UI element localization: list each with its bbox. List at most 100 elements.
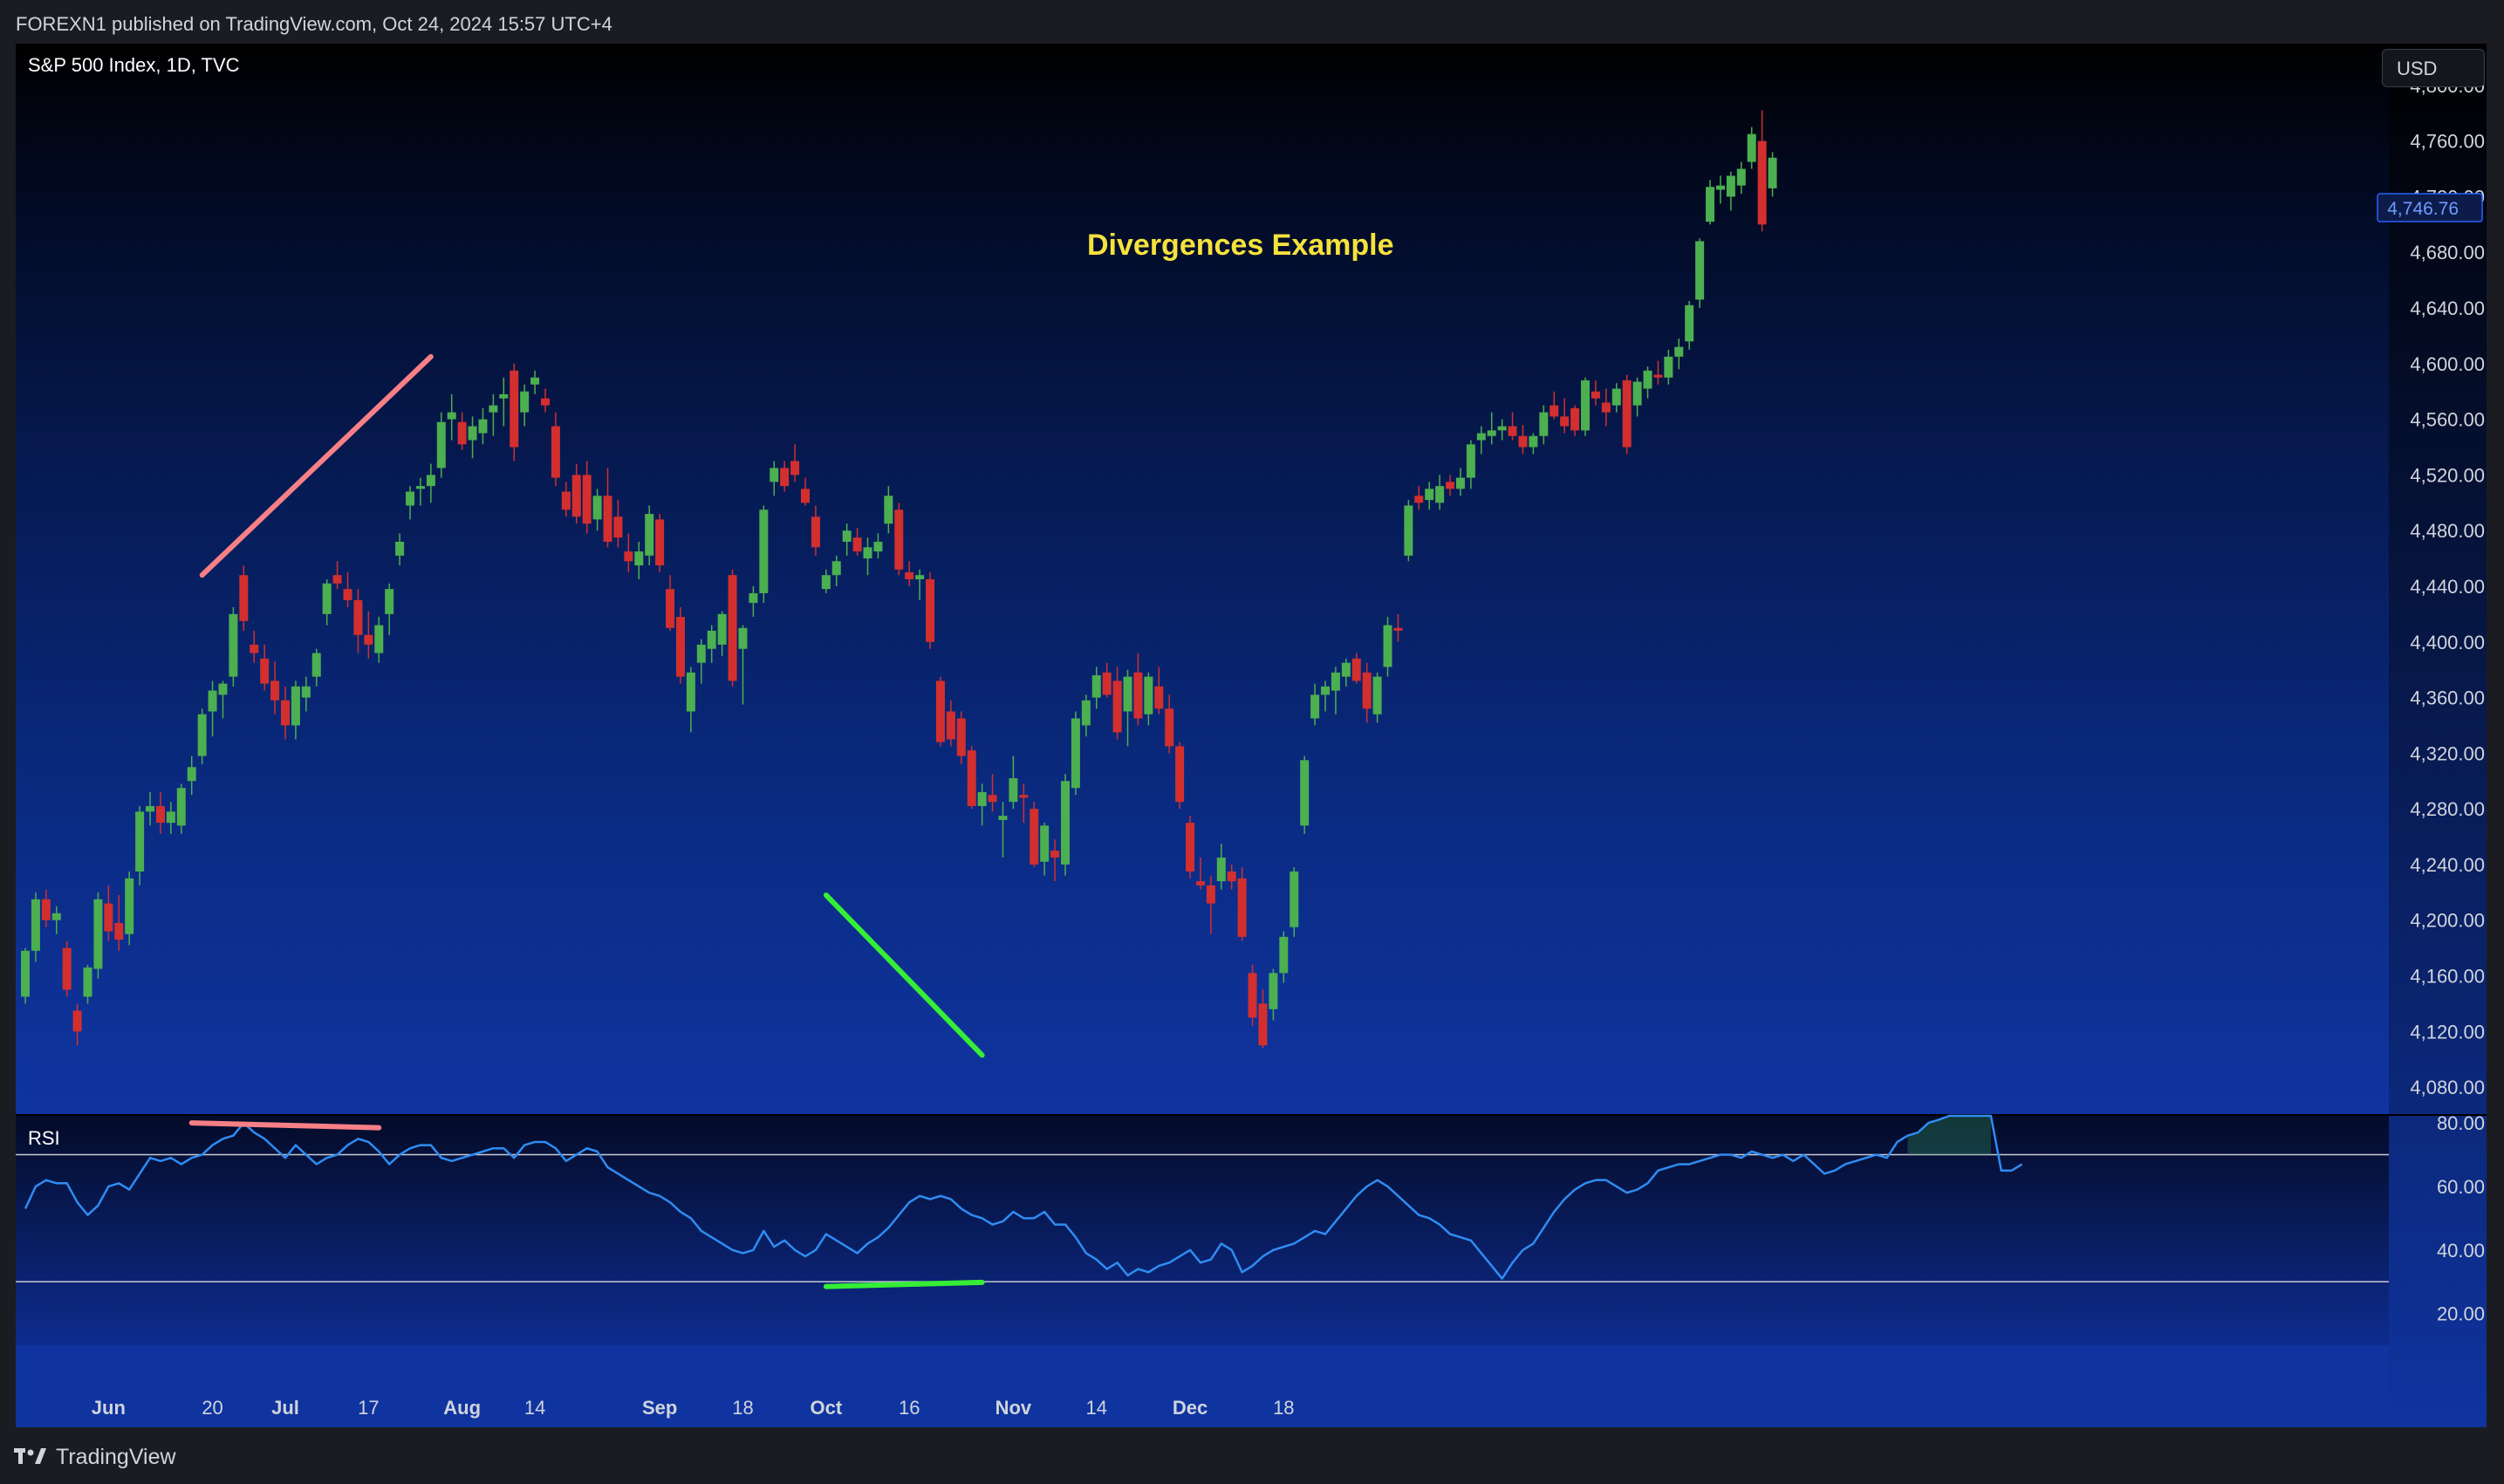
candle-body <box>1362 672 1372 709</box>
candle <box>1674 339 1684 370</box>
candle-body <box>218 683 228 695</box>
candle <box>62 940 72 997</box>
candle <box>114 895 124 951</box>
candle <box>250 631 259 663</box>
candle-body <box>1112 680 1122 733</box>
candle <box>1154 667 1164 715</box>
bearish-divergence-rsi-line <box>188 1120 382 1131</box>
candle <box>884 486 893 534</box>
candle <box>811 505 820 556</box>
candle <box>977 783 987 826</box>
candle <box>187 756 196 796</box>
candle <box>551 412 560 487</box>
candle <box>915 569 925 600</box>
candle-body <box>1768 157 1777 188</box>
candle <box>499 377 509 427</box>
candle <box>1747 127 1756 169</box>
candle <box>1061 774 1070 876</box>
candle-body <box>801 489 810 503</box>
candle <box>1726 171 1735 211</box>
candle <box>436 412 446 478</box>
candle-body <box>436 421 446 468</box>
candle <box>592 489 602 531</box>
candle <box>1091 667 1101 709</box>
candle-body <box>1331 672 1340 691</box>
candle-body <box>311 653 321 677</box>
candle-body <box>935 680 945 742</box>
candle-body <box>62 947 72 990</box>
candle-body <box>353 599 363 635</box>
candle-body <box>155 805 165 824</box>
chart-title: Divergences Example <box>1087 229 1394 262</box>
candle <box>457 412 467 450</box>
candle-body <box>208 690 217 712</box>
candle <box>415 477 425 506</box>
candle-body <box>146 805 155 812</box>
symbol-label[interactable]: S&P 500 Index, 1D, TVC <box>28 54 240 76</box>
candle <box>561 482 571 517</box>
candle-body <box>1310 694 1320 719</box>
price-tick-label: 4,280.00 <box>2410 798 2485 820</box>
candle-body <box>197 714 207 756</box>
tradingview-footer[interactable]: TradingView <box>14 1441 176 1473</box>
candle-body <box>281 700 290 726</box>
candle-body <box>291 686 300 726</box>
currency-button[interactable]: USD <box>2382 49 2485 87</box>
candle-body <box>343 589 352 600</box>
time-tick-label: Nov <box>995 1397 1032 1419</box>
rsi-tick-label: 40.00 <box>2437 1240 2485 1262</box>
candle-body <box>1321 686 1330 695</box>
candle <box>717 611 727 656</box>
candle <box>707 625 716 663</box>
candle-body <box>1622 380 1632 448</box>
candle-body <box>1747 133 1756 162</box>
candle-body <box>1372 676 1382 715</box>
candle-body <box>1466 444 1475 478</box>
candle <box>1040 823 1050 876</box>
candle-body <box>93 899 103 969</box>
candle <box>780 461 790 492</box>
price-tick-label: 4,360.00 <box>2410 687 2485 709</box>
candle-body <box>41 899 51 920</box>
chart-area[interactable]: 4,080.00 4,120.00 4,160.00 4,200.00 4,240.00… <box>16 44 2487 1427</box>
rsi-tick-label: 60.00 <box>2437 1176 2485 1198</box>
candle <box>821 569 831 593</box>
candle <box>530 370 540 394</box>
candle <box>926 572 935 649</box>
candle <box>1195 857 1205 890</box>
candle <box>489 393 498 436</box>
candle <box>696 639 706 684</box>
candle <box>1081 694 1091 737</box>
candle <box>1030 802 1039 868</box>
candle-body <box>1632 381 1642 406</box>
candle-body <box>842 530 852 542</box>
chart-canvas[interactable]: 4,080.00 4,120.00 4,160.00 4,200.00 4,240.00… <box>16 44 2487 1427</box>
candle-body <box>31 899 40 951</box>
candle-body <box>72 1010 82 1032</box>
candle-body <box>603 496 612 542</box>
candle <box>1757 110 1767 232</box>
rsi-tick-label: 20.00 <box>2437 1303 2485 1325</box>
candle-body <box>738 627 748 649</box>
candle <box>1300 756 1310 834</box>
candle-body <box>1102 672 1112 695</box>
candle <box>1466 440 1475 489</box>
candle <box>770 461 779 496</box>
candle <box>72 1003 82 1046</box>
time-tick-label: 17 <box>358 1397 379 1419</box>
candle <box>426 463 435 503</box>
candle <box>831 555 841 586</box>
candle-body <box>831 561 841 576</box>
rsi-indicator-label[interactable]: RSI <box>28 1127 60 1149</box>
candle-body <box>51 913 61 920</box>
candle <box>1372 672 1382 723</box>
candle <box>894 503 904 576</box>
candle-body <box>1446 482 1455 489</box>
candle <box>1476 426 1486 455</box>
candle <box>1664 349 1673 385</box>
publish-header: FOREXN1 published on TradingView.com, Oc… <box>16 13 612 35</box>
candle-body <box>1653 374 1663 378</box>
candle <box>104 885 113 941</box>
tradingview-logo-icon <box>14 1448 46 1464</box>
candle <box>645 505 654 566</box>
